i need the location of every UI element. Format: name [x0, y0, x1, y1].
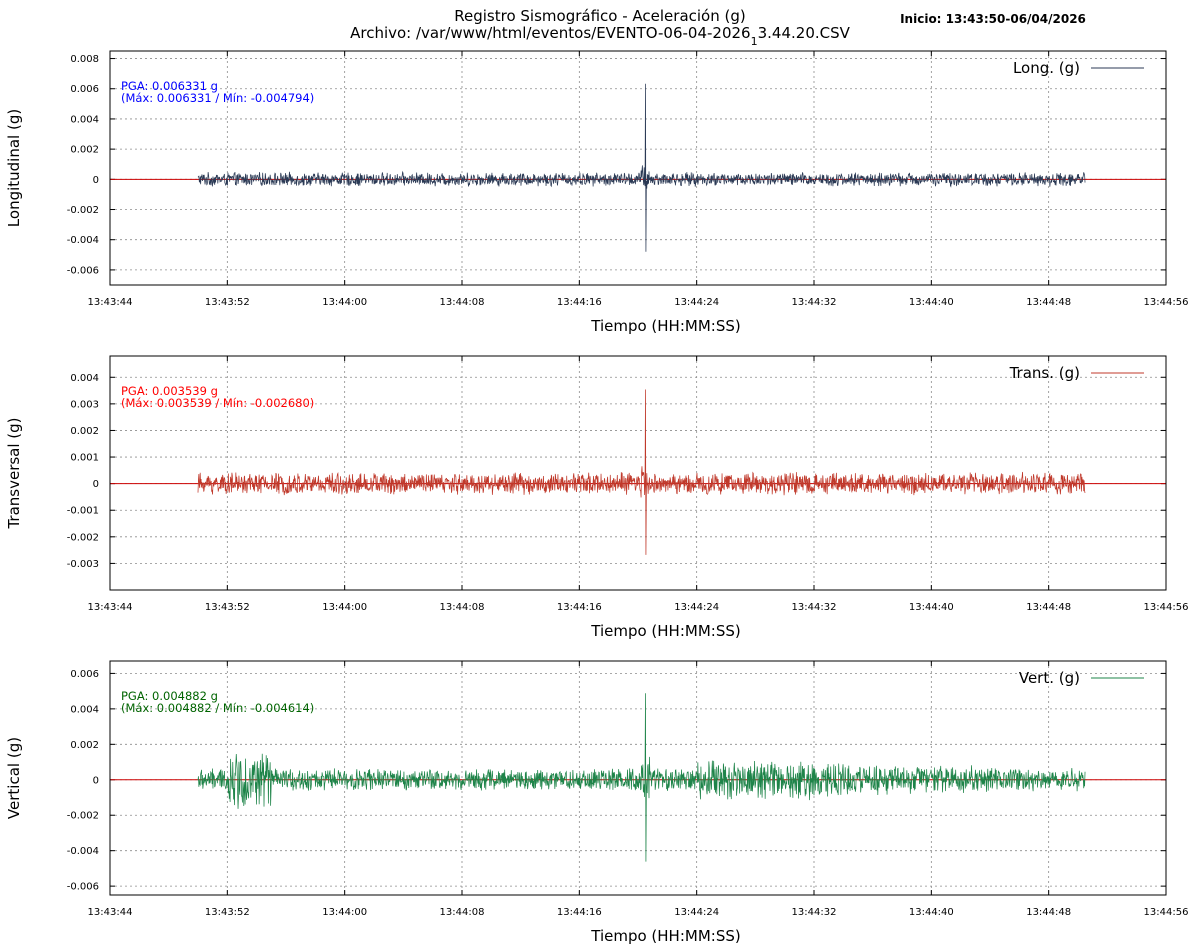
- file-path-suffix: 3.44.20.CSV: [758, 24, 851, 42]
- x-tick-label: 13:44:16: [557, 602, 602, 613]
- y-tick-label: 0.008: [70, 54, 99, 65]
- max-min-label: (Máx: 0.006331 / Mín: -0.004794): [121, 91, 314, 105]
- y-tick-label: 0.001: [70, 453, 99, 464]
- waveform-series: [197, 693, 1086, 862]
- max-min-label: (Máx: 0.004882 / Mín: -0.004614): [121, 701, 314, 715]
- y-tick-label: 0: [93, 775, 99, 786]
- x-tick-label: 13:44:56: [1144, 907, 1189, 918]
- y-tick-label: -0.001: [67, 506, 99, 517]
- x-tick-label: 13:44:00: [322, 602, 367, 613]
- y-tick-label: 0.003: [70, 399, 99, 410]
- legend: Trans. (g): [1009, 364, 1144, 382]
- start-time-label: Inicio: 13:43:50-06/04/2026: [900, 12, 1086, 26]
- legend-label: Vert. (g): [1019, 669, 1080, 687]
- figure-file-path: Archivo: /var/www/html/eventos/EVENTO-06…: [350, 24, 851, 48]
- y-tick-label: 0: [93, 175, 99, 186]
- y-tick-label: 0.002: [70, 145, 99, 156]
- legend: Vert. (g): [1019, 669, 1144, 687]
- x-tick-label: 13:44:08: [440, 907, 485, 918]
- y-tick-label: 0.006: [70, 669, 99, 680]
- x-tick-label: 13:44:48: [1026, 297, 1071, 308]
- x-tick-label: 13:44:32: [792, 602, 837, 613]
- y-tick-label: 0.004: [70, 704, 99, 715]
- x-tick-label: 13:43:44: [88, 297, 133, 308]
- waveform-series: [197, 389, 1086, 555]
- x-tick-label: 13:43:44: [88, 602, 133, 613]
- y-axis-title: Vertical (g): [5, 737, 23, 819]
- pga-label: PGA: 0.003539 g: [121, 384, 218, 398]
- x-tick-label: 13:43:52: [205, 602, 250, 613]
- y-tick-label: 0.004: [70, 114, 99, 125]
- y-axis-title: Longitudinal (g): [5, 109, 23, 227]
- x-tick-label: 13:43:52: [205, 907, 250, 918]
- y-tick-label: -0.002: [67, 205, 99, 216]
- legend-label: Trans. (g): [1009, 364, 1080, 382]
- max-min-label: (Máx: 0.003539 / Mín: -0.002680): [121, 396, 314, 410]
- y-tick-label: -0.006: [67, 882, 99, 893]
- plot-frame: [109, 50, 1167, 286]
- x-tick-label: 13:44:24: [674, 297, 719, 308]
- x-tick-label: 13:44:40: [909, 297, 954, 308]
- y-tick-label: -0.003: [67, 559, 99, 570]
- pga-label: PGA: 0.006331 g: [121, 79, 218, 93]
- x-tick-label: 13:44:32: [792, 297, 837, 308]
- y-tick-label: 0.006: [70, 84, 99, 95]
- x-tick-label: 13:43:44: [88, 907, 133, 918]
- y-tick-label: 0.002: [70, 740, 99, 751]
- panels-group: 13:43:44 13:43:52 13:44:00 13:44:08 13:44:16…: [5, 50, 1189, 945]
- plot-frame: [109, 660, 1167, 896]
- x-tick-label: 13:44:32: [792, 907, 837, 918]
- y-tick-label: -0.002: [67, 532, 99, 543]
- plot-frame: [109, 355, 1167, 591]
- y-tick-label: -0.006: [67, 265, 99, 276]
- x-tick-label: 13:44:40: [909, 602, 954, 613]
- y-tick-label: 0.002: [70, 426, 99, 437]
- x-tick-label: 13:43:52: [205, 297, 250, 308]
- legend-label: Long. (g): [1013, 59, 1080, 77]
- y-tick-label: -0.004: [67, 235, 99, 246]
- panel-2: 13:43:44 13:43:52 13:44:00 13:44:08 13:44:16…: [5, 355, 1189, 640]
- y-tick-label: 0: [93, 479, 99, 490]
- waveform-series: [197, 83, 1086, 252]
- x-tick-label: 13:44:56: [1144, 602, 1189, 613]
- x-axis-title: Tiempo (HH:MM:SS): [590, 622, 740, 640]
- panel-1: 13:43:44 13:43:52 13:44:00 13:44:08 13:44:16…: [5, 50, 1189, 335]
- file-path-prefix: Archivo: /var/www/html/eventos/EVENTO-06…: [350, 24, 751, 42]
- x-tick-label: 13:44:16: [557, 297, 602, 308]
- x-tick-label: 13:44:00: [322, 907, 367, 918]
- x-tick-label: 13:44:48: [1026, 907, 1071, 918]
- x-axis-title: Tiempo (HH:MM:SS): [590, 927, 740, 945]
- x-tick-label: 13:44:56: [1144, 297, 1189, 308]
- y-tick-label: 0.004: [70, 373, 99, 384]
- x-tick-label: 13:44:24: [674, 907, 719, 918]
- x-tick-label: 13:44:08: [440, 297, 485, 308]
- legend: Long. (g): [1013, 59, 1144, 77]
- x-axis-title: Tiempo (HH:MM:SS): [590, 317, 740, 335]
- file-path-subscript: 1: [751, 35, 758, 48]
- y-tick-label: -0.002: [67, 811, 99, 822]
- y-axis-title: Transversal (g): [5, 417, 23, 529]
- pga-label: PGA: 0.004882 g: [121, 689, 218, 703]
- x-tick-label: 13:44:00: [322, 297, 367, 308]
- x-tick-label: 13:44:48: [1026, 602, 1071, 613]
- x-tick-label: 13:44:16: [557, 907, 602, 918]
- x-tick-label: 13:44:24: [674, 602, 719, 613]
- x-tick-label: 13:44:40: [909, 907, 954, 918]
- panel-3: 13:43:44 13:43:52 13:44:00 13:44:08 13:44:16…: [5, 660, 1189, 945]
- figure-title: Registro Sismográfico - Aceleración (g): [454, 7, 745, 25]
- y-tick-label: -0.004: [67, 846, 99, 857]
- x-tick-label: 13:44:08: [440, 602, 485, 613]
